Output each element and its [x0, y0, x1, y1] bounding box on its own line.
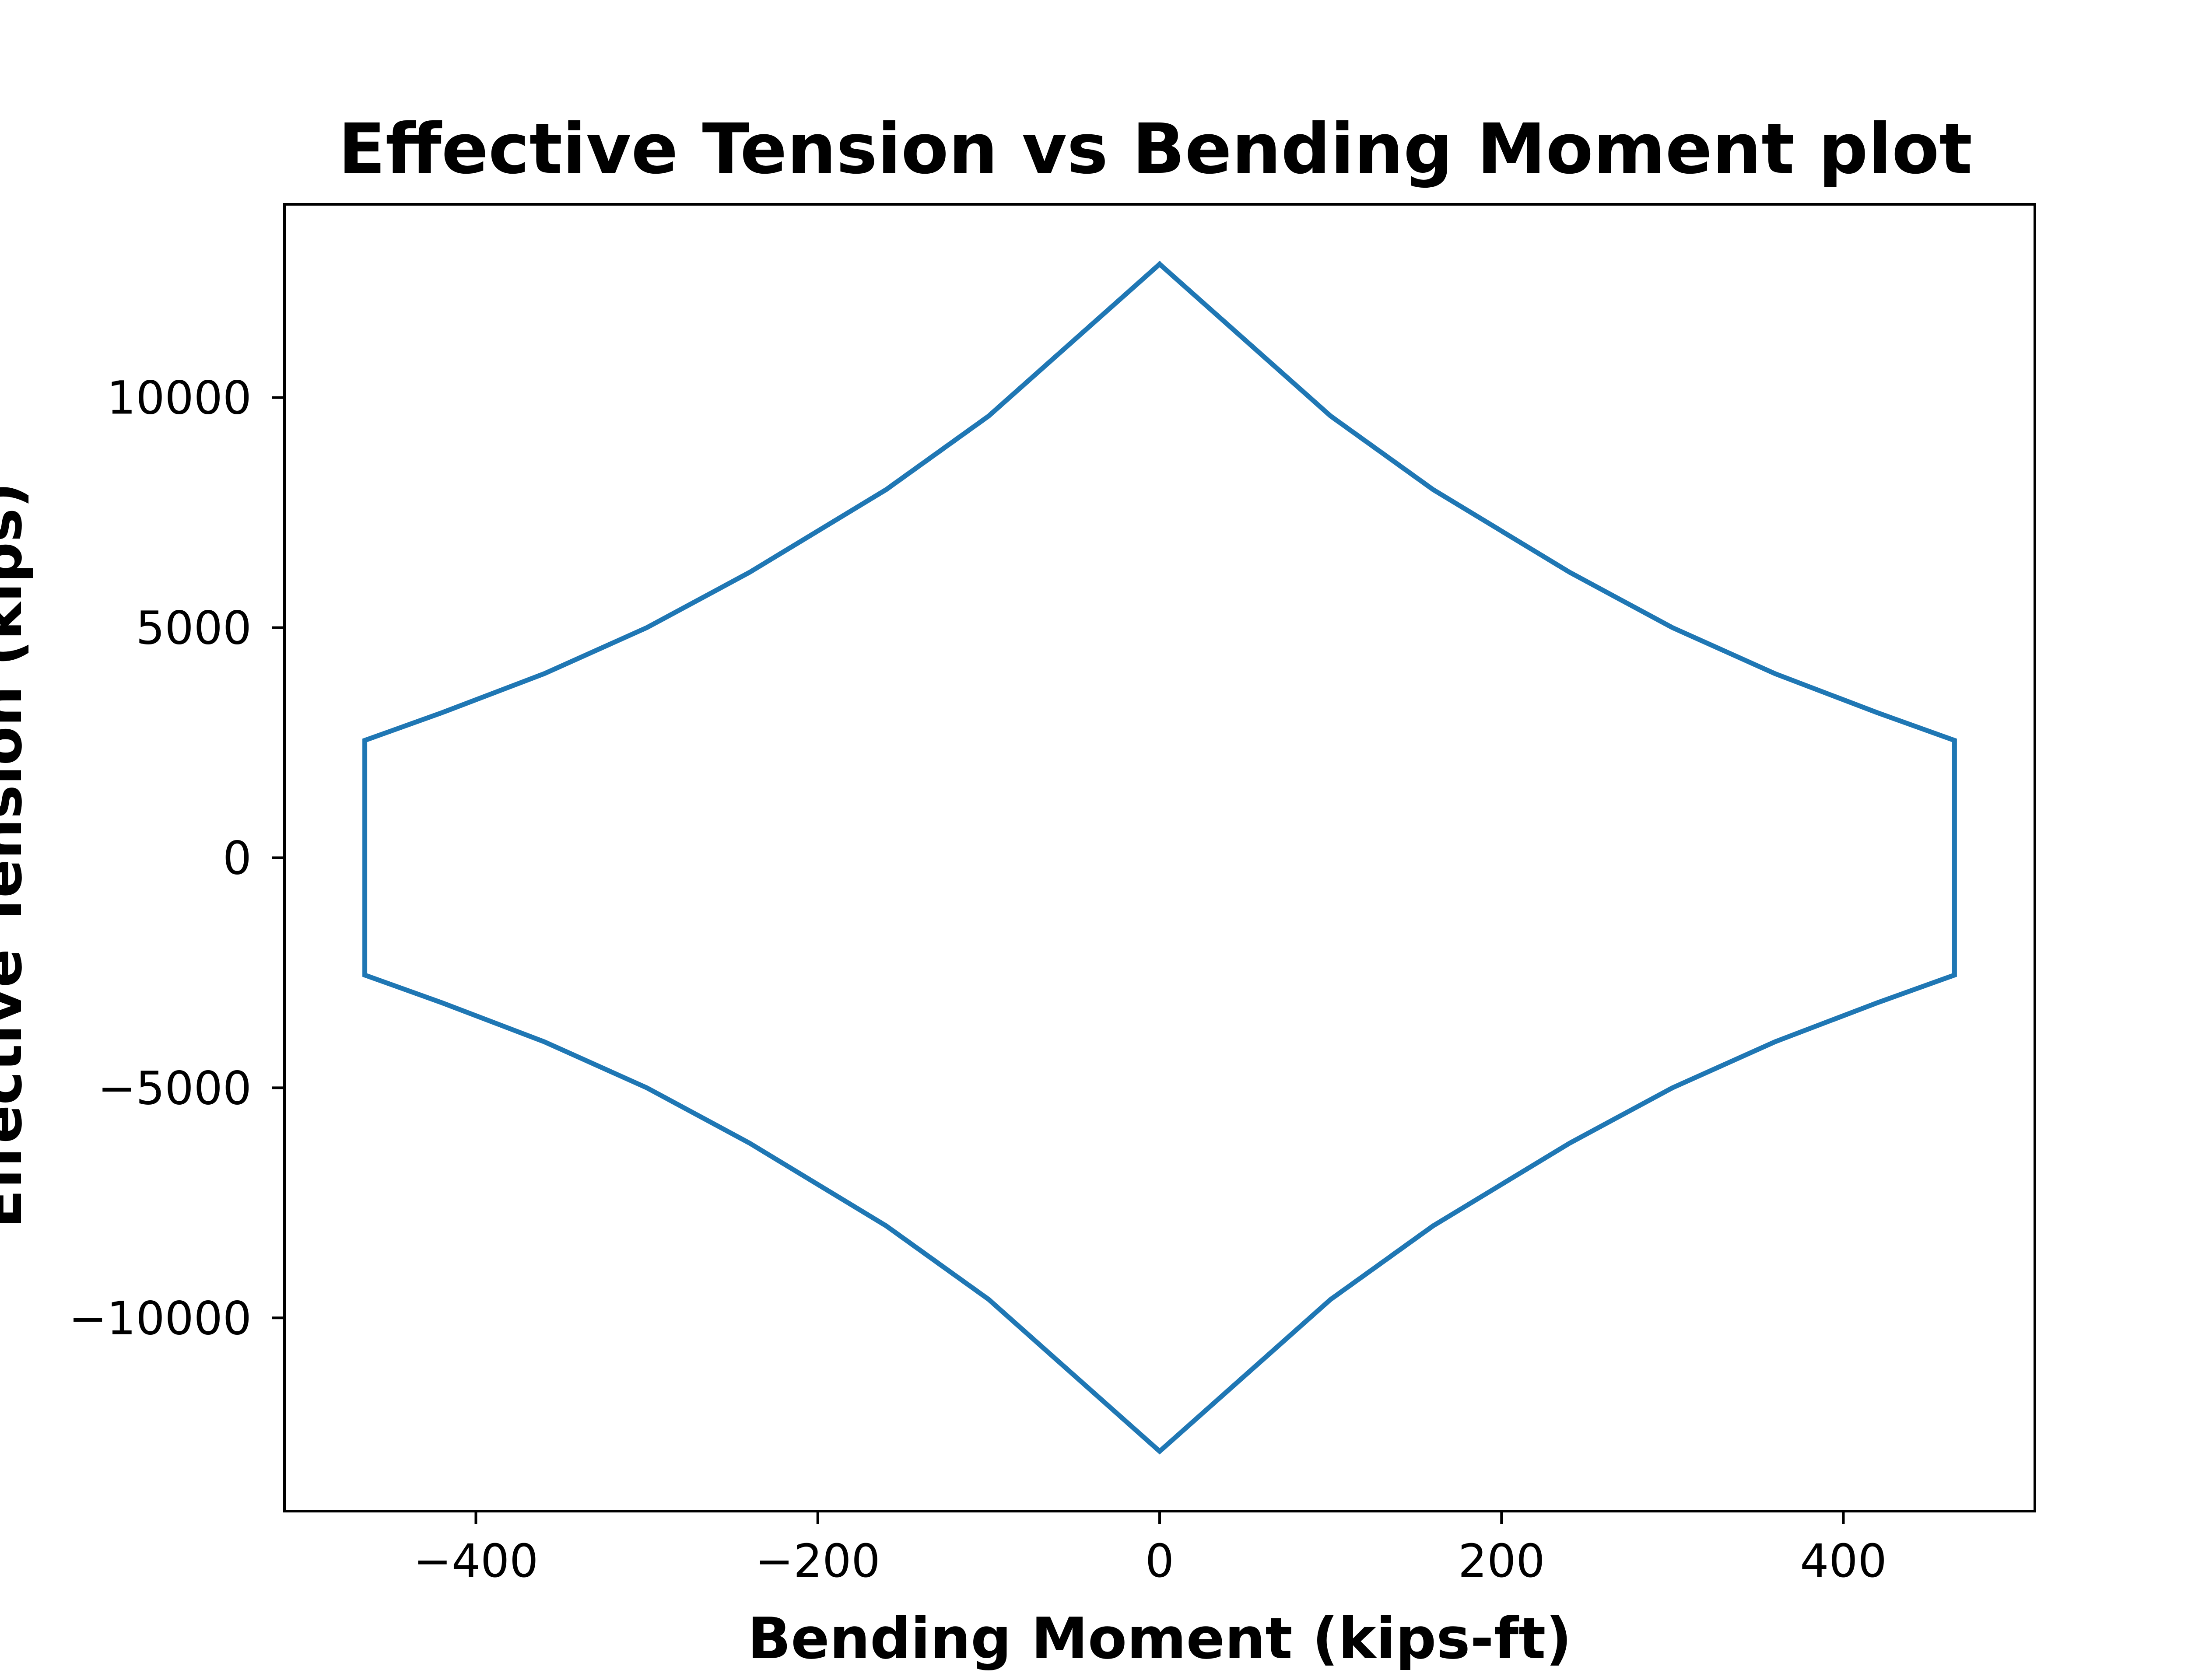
y-tick-label: −10000	[69, 1292, 252, 1345]
axes-frame	[283, 203, 2036, 1512]
x-axis-label: Bending Moment (kips-ft)	[747, 1605, 1571, 1672]
plot-area	[362, 260, 1957, 1455]
x-tick-label: 200	[1458, 1534, 1545, 1588]
series-line-1	[362, 260, 1957, 1455]
y-axis-label: Effective Tension (kips)	[0, 482, 35, 1228]
x-tick-label: 0	[1145, 1534, 1174, 1588]
y-axis: −10000 −5000 0 5000 10000	[69, 371, 284, 1345]
y-tick-label: 10000	[107, 371, 252, 425]
y-tick-label: 0	[223, 832, 252, 885]
chart-title: Effective Tension vs Bending Moment plot	[338, 109, 1972, 189]
x-tick-label: −400	[414, 1534, 539, 1588]
x-axis: −400 −200 0 200 400	[414, 1511, 1887, 1588]
y-tick-label: 5000	[136, 602, 252, 655]
y-tick-label: −5000	[98, 1061, 252, 1115]
x-tick-label: −200	[755, 1534, 880, 1588]
x-tick-label: 400	[1800, 1534, 1887, 1588]
